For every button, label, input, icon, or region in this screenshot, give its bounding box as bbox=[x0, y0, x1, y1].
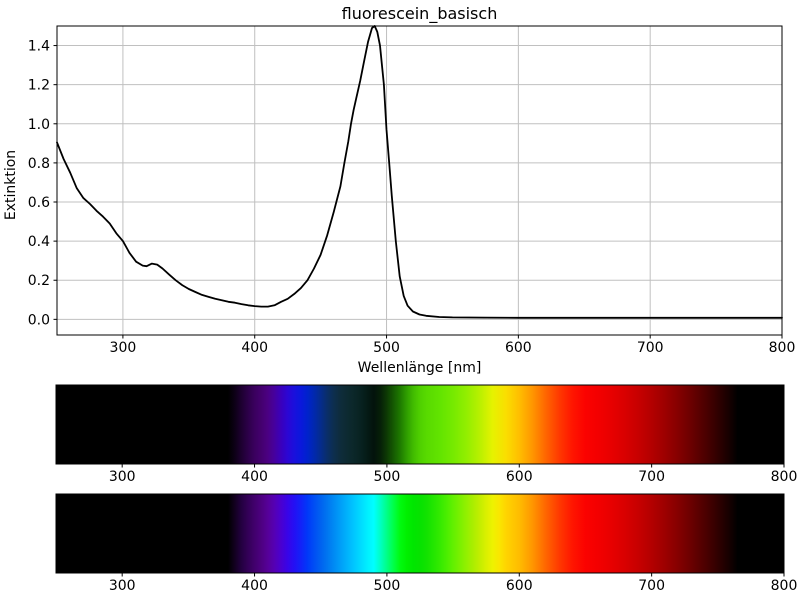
x-tick-label: 600 bbox=[505, 340, 532, 356]
x-tick-label: 300 bbox=[110, 340, 137, 356]
y-tick-label: 0.2 bbox=[28, 273, 50, 289]
plot-title: fluorescein_basisch bbox=[342, 4, 498, 24]
strip-tick-label: 300 bbox=[109, 469, 136, 485]
strip-tick-label: 800 bbox=[771, 469, 798, 485]
absorption-curve bbox=[56, 25, 783, 319]
strip-tick-label: 300 bbox=[109, 578, 136, 594]
x-axis-label: Wellenlänge [nm] bbox=[358, 360, 482, 376]
strip-tick-label: 400 bbox=[241, 578, 268, 594]
y-axis-label: Extinktion bbox=[3, 150, 19, 220]
x-tick-label: 400 bbox=[241, 340, 268, 356]
y-tick-label: 0.0 bbox=[28, 312, 50, 328]
strip-tick-label: 700 bbox=[638, 578, 665, 594]
y-tick-label: 1.2 bbox=[28, 78, 50, 94]
x-tick-label: 500 bbox=[373, 340, 400, 356]
transmitted-spectrum-strip bbox=[56, 385, 784, 464]
x-tick-label: 800 bbox=[769, 340, 796, 356]
y-tick-label: 1.0 bbox=[28, 117, 50, 133]
y-tick-label: 0.4 bbox=[28, 234, 50, 250]
y-tick-label: 0.8 bbox=[28, 156, 50, 172]
axes-frame bbox=[56, 25, 783, 336]
strip-tick-label: 500 bbox=[374, 578, 401, 594]
strip-tick-label: 800 bbox=[771, 578, 798, 594]
strip-tick-label: 600 bbox=[506, 578, 533, 594]
strip-tick-label: 600 bbox=[506, 469, 533, 485]
strip-tick-label: 400 bbox=[241, 469, 268, 485]
x-tick-label: 700 bbox=[637, 340, 664, 356]
y-tick-label: 0.6 bbox=[28, 195, 50, 211]
reference-spectrum-strip bbox=[56, 494, 784, 573]
y-tick-label: 1.4 bbox=[28, 39, 50, 55]
strip-tick-label: 700 bbox=[638, 469, 665, 485]
strip-tick-label: 500 bbox=[374, 469, 401, 485]
